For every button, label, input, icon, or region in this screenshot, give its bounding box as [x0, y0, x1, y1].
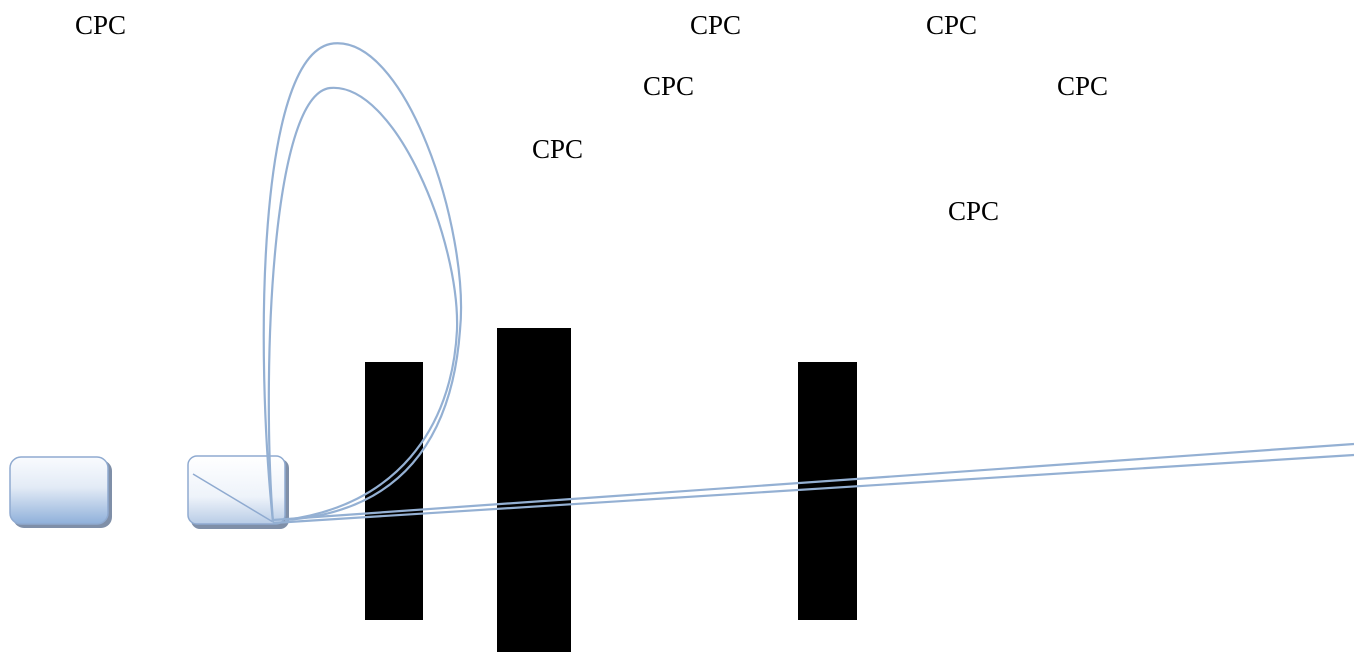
cpc-label-7: CPC [948, 196, 1000, 226]
cpc-label-2: CPC [690, 10, 742, 40]
block-3 [798, 362, 857, 620]
prism-diagonal [192, 473, 274, 523]
beam-loop-outer [262, 42, 463, 523]
cpc-label-3: CPC [926, 10, 978, 40]
block-1 [365, 362, 423, 620]
prism-box [187, 455, 289, 529]
beam-loop-inner [267, 86, 459, 523]
source-box [9, 456, 112, 528]
cpc-label-1: CPC [75, 10, 127, 40]
cpc-label-4: CPC [643, 71, 695, 101]
beam-ray-upper [272, 442, 1354, 522]
beam-ray-lower [272, 453, 1354, 525]
cpc-label-6: CPC [532, 134, 584, 164]
cpc-label-5: CPC [1057, 71, 1109, 101]
block-2 [497, 328, 571, 652]
